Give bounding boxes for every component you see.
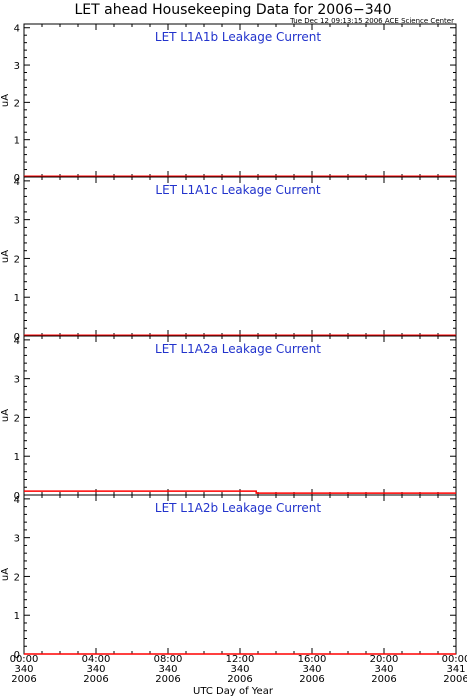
x-tick-year: 2006 xyxy=(371,674,396,685)
y-tick-label: 0 xyxy=(14,173,20,184)
x-tick-time: 20:00 xyxy=(370,654,399,665)
x-tick-year: 2006 xyxy=(299,674,324,685)
y-axis-label: uA xyxy=(0,94,11,107)
y-tick-label: 2 xyxy=(14,98,20,109)
panel-4: 0 1 2 3 4 uA LET L1A2b Leakage Current xyxy=(0,494,457,661)
x-tick-time: 00:00 xyxy=(10,654,39,665)
y-tick-label: 1 xyxy=(14,293,20,304)
panel-title: LET L1A2a Leakage Current xyxy=(155,342,321,356)
y-axis-label: uA xyxy=(0,568,11,581)
panel-2: 0 1 2 3 4 uA LET L1A1c Leakage Current xyxy=(0,176,457,343)
x-axis-labels: 00:00340200604:00340200608:00340200612:0… xyxy=(10,654,467,685)
x-tick-year: 2006 xyxy=(443,674,467,685)
y-tick-label: 0 xyxy=(14,491,20,502)
x-axis-label: UTC Day of Year xyxy=(193,686,274,697)
x-tick-doy: 340 xyxy=(158,664,177,675)
x-tick-doy: 340 xyxy=(14,664,33,675)
y-tick-label: 1 xyxy=(14,611,20,622)
panel-3: 0 1 2 3 4 uA LET L1A2a Leakage Current xyxy=(0,335,457,502)
x-tick-time: 12:00 xyxy=(226,654,255,665)
y-tick-label: 4 xyxy=(14,24,20,35)
y-tick-label: 1 xyxy=(14,452,20,463)
y-tick-label: 1 xyxy=(14,136,20,147)
x-tick-label: 00:003412006 xyxy=(442,654,467,685)
y-tick-label: 3 xyxy=(14,375,20,386)
panel-frame xyxy=(23,335,457,496)
series-line xyxy=(24,490,456,494)
y-tick-label: 2 xyxy=(14,413,20,424)
panel-frame xyxy=(23,494,457,655)
panel-title: LET L1A2b Leakage Current xyxy=(155,501,321,515)
y-tick-label: 0 xyxy=(14,650,20,661)
y-tick-label: 2 xyxy=(14,254,20,265)
x-tick-doy: 340 xyxy=(374,664,393,675)
y-tick-label: 4 xyxy=(14,177,20,188)
y-axis-label: uA xyxy=(0,409,11,422)
x-tick-time: 16:00 xyxy=(298,654,327,665)
x-tick-year: 2006 xyxy=(227,674,252,685)
panel-title: LET L1A1c Leakage Current xyxy=(155,183,320,197)
y-tick-label: 0 xyxy=(14,332,20,343)
x-tick-doy: 340 xyxy=(230,664,249,675)
panel-frame xyxy=(23,176,457,337)
panel-1: 0 1 2 3 4 uA LET L1A1b Leakage Current xyxy=(0,23,457,184)
y-tick-label: 3 xyxy=(14,534,20,545)
y-tick-label: 3 xyxy=(14,61,20,72)
x-tick-time: 00:00 xyxy=(442,654,467,665)
y-tick-label: 2 xyxy=(14,572,20,583)
x-tick-year: 2006 xyxy=(155,674,180,685)
y-tick-label: 4 xyxy=(14,495,20,506)
x-tick-doy: 340 xyxy=(302,664,321,675)
y-tick-label: 4 xyxy=(14,336,20,347)
panels-group: 0 1 2 3 4 uA LET L1A1b Leakage Current 0 1 2 3 4 uA L… xyxy=(0,23,457,661)
x-tick-year: 2006 xyxy=(83,674,108,685)
timestamp-label: Tue Dec 12 09:13:15 2006 ACE Science Cen… xyxy=(289,17,454,25)
y-tick-label: 3 xyxy=(14,216,20,227)
chart-title: LET ahead Housekeeping Data for 2006−340 xyxy=(75,2,392,18)
panel-title: LET L1A1b Leakage Current xyxy=(155,30,321,44)
x-tick-time: 08:00 xyxy=(154,654,183,665)
x-tick-year: 2006 xyxy=(11,674,36,685)
x-tick-doy: 341 xyxy=(446,664,465,675)
x-tick-time: 04:00 xyxy=(82,654,111,665)
panel-frame xyxy=(23,23,457,178)
y-axis-label: uA xyxy=(0,250,11,263)
x-tick-doy: 340 xyxy=(86,664,105,675)
